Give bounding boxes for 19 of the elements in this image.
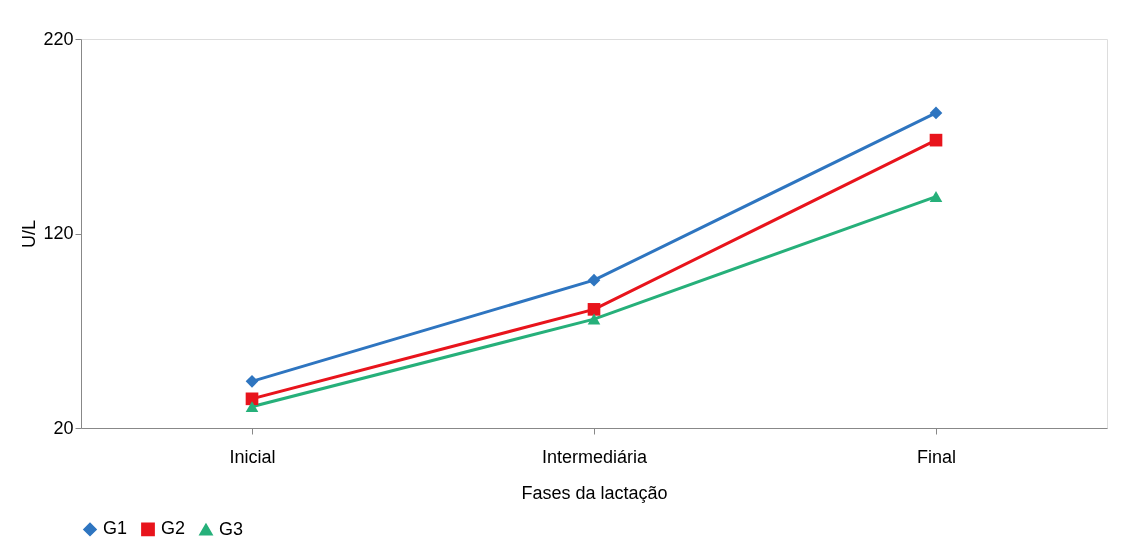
point — [587, 313, 601, 325]
x-tick-label: Inicial — [229, 446, 276, 467]
point — [929, 106, 943, 120]
point — [929, 191, 943, 203]
x-axis-title: Fases da lactação — [521, 482, 668, 503]
point — [929, 133, 943, 147]
y-tick-label: 20 — [53, 417, 74, 438]
point — [587, 303, 601, 316]
point — [245, 401, 259, 413]
legend-label: G1 — [103, 518, 128, 539]
x-tick-label: Intermediária — [541, 446, 649, 467]
y-tick-label: 220 — [43, 28, 74, 49]
x-tick-label: Final — [916, 446, 957, 467]
y-axis-title: U/L — [19, 219, 40, 249]
legend-label: G3 — [219, 518, 244, 539]
y-tick-label: 120 — [43, 223, 74, 243]
legend-label: G2 — [161, 518, 186, 539]
point — [245, 375, 259, 388]
point — [587, 273, 601, 287]
